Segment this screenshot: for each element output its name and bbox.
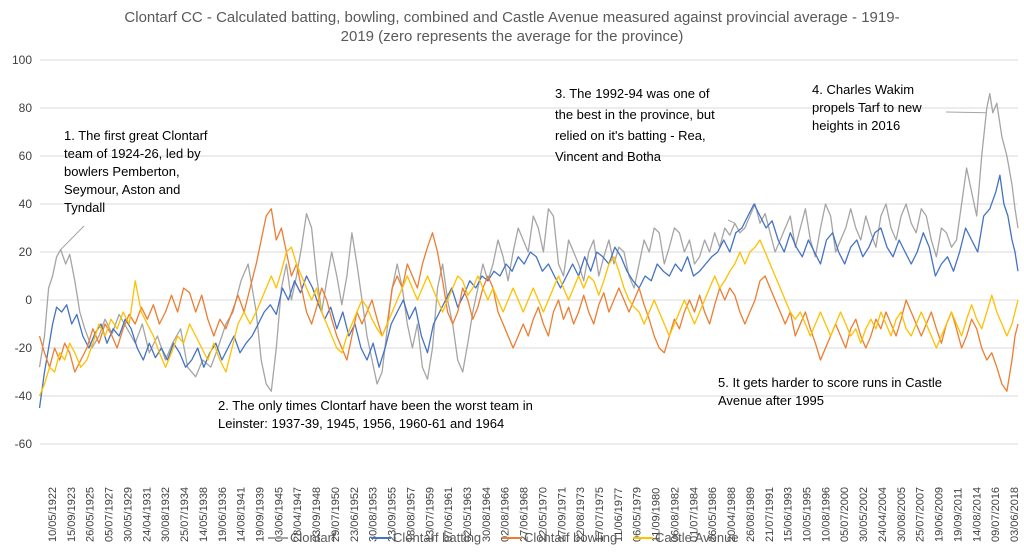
y-tick-label: 0 [25, 293, 32, 307]
x-tick-label: 18/08/1957 [405, 487, 417, 542]
legend-label: Castle Avenue [655, 530, 739, 545]
x-tick-label: 14/08/1941 [236, 487, 248, 542]
x-tick-label: 19/06/1936 [217, 487, 229, 542]
y-tick-label: 40 [19, 197, 33, 211]
x-tick-label: 30/08/2005 [896, 487, 908, 542]
x-tick-label: 30/08/1953 [368, 487, 380, 542]
x-tick-label: 30/08/1932 [160, 487, 172, 542]
annotation-2-line: Leinster: 1937-39, 1945, 1956, 1960-61 a… [218, 416, 504, 431]
x-tick-label: 02/05/1963 [462, 487, 474, 542]
x-tick-label: 17/07/1975 [594, 487, 606, 542]
x-tick-label: 26/05/1986 [707, 487, 719, 542]
x-tick-label: 28/04/1947 [292, 487, 304, 542]
x-tick-label: 14/08/2014 [971, 487, 983, 542]
x-tick-label: 20/04/1988 [726, 487, 738, 542]
x-tick-label: 30/08/1964 [481, 487, 493, 542]
legend-label: Clontarf batting [393, 530, 481, 545]
x-tick-label: 27/06/1968 [519, 487, 531, 542]
x-tick-label: 19/09/1939 [254, 487, 266, 542]
series-line-castle-avenue [38, 239, 1019, 397]
x-tick-label: 07/06/1961 [443, 487, 455, 542]
series-lines [38, 92, 1019, 409]
annotations: 1. The first great Clontarf team of 1924-… [60, 82, 987, 431]
annotation-4-line: propels Tarf to new [812, 100, 922, 115]
y-tick-label: -60 [15, 437, 33, 451]
x-tick-label: 03/09/1948 [311, 487, 323, 542]
x-tick-label: 03/06/1945 [273, 487, 285, 542]
annotation-3-line: 3. The 1992-94 was one of [555, 86, 710, 101]
annotation-5-line: 5. It gets harder to score runs in Castl… [718, 375, 942, 390]
x-tick-label: 03/06/2018 [1009, 487, 1021, 542]
annotation-1-pointer [60, 225, 85, 250]
x-tick-label: 05/07/2000 [839, 487, 851, 542]
x-tick-label: 11/09/1980 [651, 488, 663, 542]
x-tick-label: 19/09/2011 [952, 488, 964, 542]
chart-title-line-2: 2019 (zero represents the average for th… [341, 28, 684, 45]
x-tick-label: 26/08/1989 [745, 487, 757, 542]
annotation-3-line: relied on it's batting - Rea, [555, 128, 706, 143]
annotation-2-line: 2. The only times Clontarf have been the… [218, 398, 533, 413]
x-tick-label: 09/07/2016 [990, 487, 1002, 542]
x-tick-label: 06/08/1982 [669, 487, 681, 542]
x-tick-label: 30/05/2002 [858, 487, 870, 542]
x-tick-label: 05/07/1927 [104, 487, 116, 542]
x-tick-label: 19/06/2009 [934, 487, 946, 542]
x-tick-label: 25/07/1934 [179, 487, 191, 542]
annotation-1-line: Tyndall [64, 200, 105, 215]
annotation-4-line: heights in 2016 [812, 118, 900, 133]
y-tick-label: 80 [19, 101, 33, 115]
x-tick-label: 10/05/1995 [802, 487, 814, 542]
series-line-clontarf-batting [38, 174, 1019, 409]
annotation-4-line: 4. Charles Wakim [812, 82, 914, 97]
y-tick-label: 60 [19, 149, 33, 163]
annotation-4-pointer [945, 111, 987, 114]
annotation-3-line: the best in the province, but [555, 107, 715, 122]
y-tick-label: -20 [15, 341, 33, 355]
y-tick-label: 20 [19, 245, 33, 259]
annotation-1-line: 1. The first great Clontarf [64, 128, 208, 143]
x-tick-label: 11/06/1977 [613, 488, 625, 542]
series-line-clontarf-bowling [38, 208, 1019, 392]
x-tick-label: 21/07/1991 [764, 487, 776, 542]
x-tick-label: 22/05/1970 [537, 487, 549, 542]
x-tick-label: 29/07/1950 [330, 487, 342, 542]
chart-title-line-1: Clontarf CC - Calculated batting, bowlin… [124, 9, 899, 26]
annotation-3-line: Vincent and Botha [555, 149, 662, 164]
x-tick-label: 25/07/2007 [915, 487, 927, 542]
y-axis-ticks: -60 -40 -20 0 20 40 60 80 100 [12, 53, 32, 451]
y-tick-label: 100 [12, 53, 32, 67]
legend-label: Clontarf bowling [524, 530, 617, 545]
annotation-1-line: bowlers Pemberton, [64, 164, 180, 179]
x-tick-label: 27/09/1971 [556, 487, 568, 542]
x-tick-label: 23/09/1955 [387, 487, 399, 542]
x-tick-label: 02/08/1966 [500, 487, 512, 542]
y-tick-label: -40 [15, 389, 33, 403]
series-line-clontarf [38, 92, 1019, 392]
x-tick-label: 30/05/1929 [122, 487, 134, 542]
annotation-1-line: team of 1924-26, led by [64, 146, 201, 161]
x-tick-label: 10/08/1996 [820, 487, 832, 542]
x-tick-label: 01/07/1984 [688, 487, 700, 542]
x-tick-label: 23/06/1952 [349, 487, 361, 542]
x-axis-ticks: 10/05/1922 15/09/1923 26/05/1925 05/07/1927… [47, 487, 1021, 542]
x-tick-label: 15/06/1993 [783, 487, 795, 542]
x-tick-label: 24/04/1931 [141, 487, 153, 542]
legend: Clontarf Clontarf batting Clontarf bowling… [268, 530, 739, 545]
annotation-1-line: Seymour, Aston and [64, 182, 180, 197]
x-tick-label: 15/09/1923 [66, 487, 78, 542]
annotation-5-line: Avenue after 1995 [718, 393, 824, 408]
x-tick-label: 10/05/1922 [47, 487, 59, 542]
x-tick-label: 24/04/2004 [877, 487, 889, 542]
legend-label: Clontarf [290, 530, 336, 545]
x-tick-label: 26/05/1925 [85, 487, 97, 542]
x-tick-label: 13/07/1959 [424, 487, 436, 542]
x-tick-label: 22/08/1973 [575, 487, 587, 542]
annotation-3-pointer [727, 219, 736, 224]
x-tick-label: 14/05/1938 [198, 487, 210, 542]
x-tick-label: 06/05/1979 [632, 487, 644, 542]
